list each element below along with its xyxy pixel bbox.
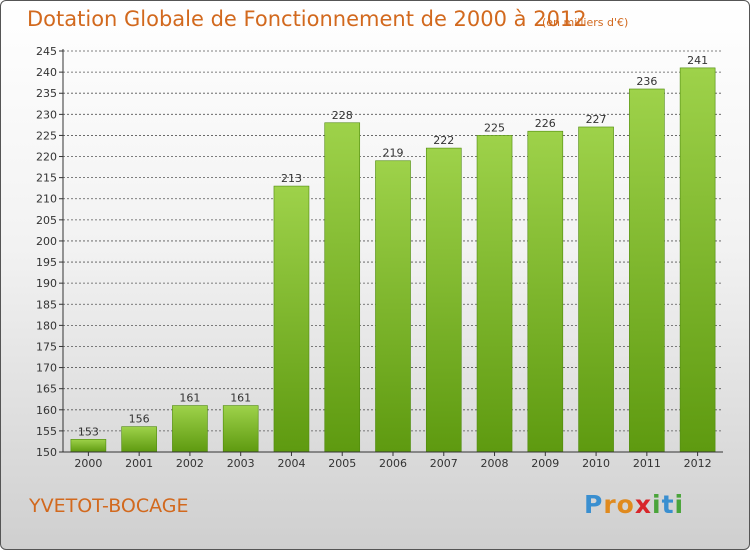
y-tick-label: 225	[36, 129, 57, 142]
y-tick-label: 180	[36, 319, 57, 332]
logo-letter: r	[603, 490, 617, 519]
bar	[578, 126, 614, 453]
bar	[121, 426, 157, 453]
commune-name: YVETOT-BOCAGE	[29, 495, 189, 517]
x-tick-label: 2007	[430, 457, 458, 470]
data-label: 222	[433, 134, 454, 147]
logo-letter: P	[584, 490, 604, 519]
y-tick-label: 220	[36, 151, 57, 164]
data-label: 226	[535, 117, 556, 130]
data-label: 161	[230, 392, 251, 405]
bar	[629, 88, 665, 453]
y-tick-label: 240	[36, 66, 57, 79]
bar	[375, 160, 411, 453]
x-tick-label: 2008	[481, 457, 509, 470]
data-label: 241	[687, 54, 708, 67]
bar	[476, 135, 513, 453]
data-label: 236	[636, 75, 657, 88]
x-tick-label: 2000	[74, 457, 102, 470]
chart-subtitle: (en milliers d'€)	[542, 16, 629, 29]
data-label: 213	[281, 172, 302, 185]
bar	[70, 439, 107, 453]
chart-title: Dotation Globale de Fonctionnement de 20…	[27, 7, 587, 31]
data-label: 153	[78, 425, 99, 438]
data-label: 225	[484, 121, 505, 134]
x-tick-label: 2010	[582, 457, 610, 470]
y-tick-label: 205	[36, 214, 57, 227]
y-tick-label: 215	[36, 172, 57, 185]
logo-letter: i	[652, 490, 662, 519]
data-label: 227	[586, 113, 607, 126]
y-tick-label: 175	[36, 340, 57, 353]
y-tick-label: 210	[36, 193, 57, 206]
x-tick-label: 2001	[125, 457, 153, 470]
y-tick-label: 190	[36, 277, 57, 290]
x-tick-label: 2002	[176, 457, 204, 470]
data-label: 228	[332, 109, 353, 122]
y-tick-label: 150	[36, 446, 57, 459]
y-tick-label: 245	[36, 45, 57, 58]
y-tick-label: 200	[36, 235, 57, 248]
logo-letter: i	[674, 490, 685, 519]
proxiti-logo: Proxiti	[584, 490, 684, 519]
x-tick-label: 2004	[277, 457, 305, 470]
bar	[172, 405, 208, 453]
y-tick-label: 155	[36, 425, 57, 438]
data-label: 161	[179, 392, 200, 405]
data-label: 219	[383, 147, 404, 160]
bar	[425, 147, 462, 453]
y-tick-label: 160	[36, 404, 57, 417]
bar	[527, 130, 564, 453]
bar	[679, 67, 716, 453]
logo-letter: o	[616, 490, 635, 519]
x-tick-label: 2012	[684, 457, 712, 470]
logo-letter: x	[634, 490, 652, 519]
bar	[222, 405, 259, 453]
y-tick-label: 165	[36, 383, 57, 396]
bar	[324, 122, 361, 453]
x-tick-label: 2003	[227, 457, 255, 470]
y-tick-label: 170	[36, 362, 57, 375]
y-tick-label: 195	[36, 256, 57, 269]
data-label: 156	[129, 413, 150, 426]
y-tick-label: 235	[36, 87, 57, 100]
y-tick-label: 185	[36, 298, 57, 311]
x-tick-label: 2006	[379, 457, 407, 470]
x-tick-label: 2011	[633, 457, 661, 470]
x-tick-label: 2009	[531, 457, 559, 470]
x-tick-label: 2005	[328, 457, 356, 470]
bar	[273, 185, 310, 453]
logo-letter: t	[661, 490, 675, 519]
y-tick-label: 230	[36, 108, 57, 121]
